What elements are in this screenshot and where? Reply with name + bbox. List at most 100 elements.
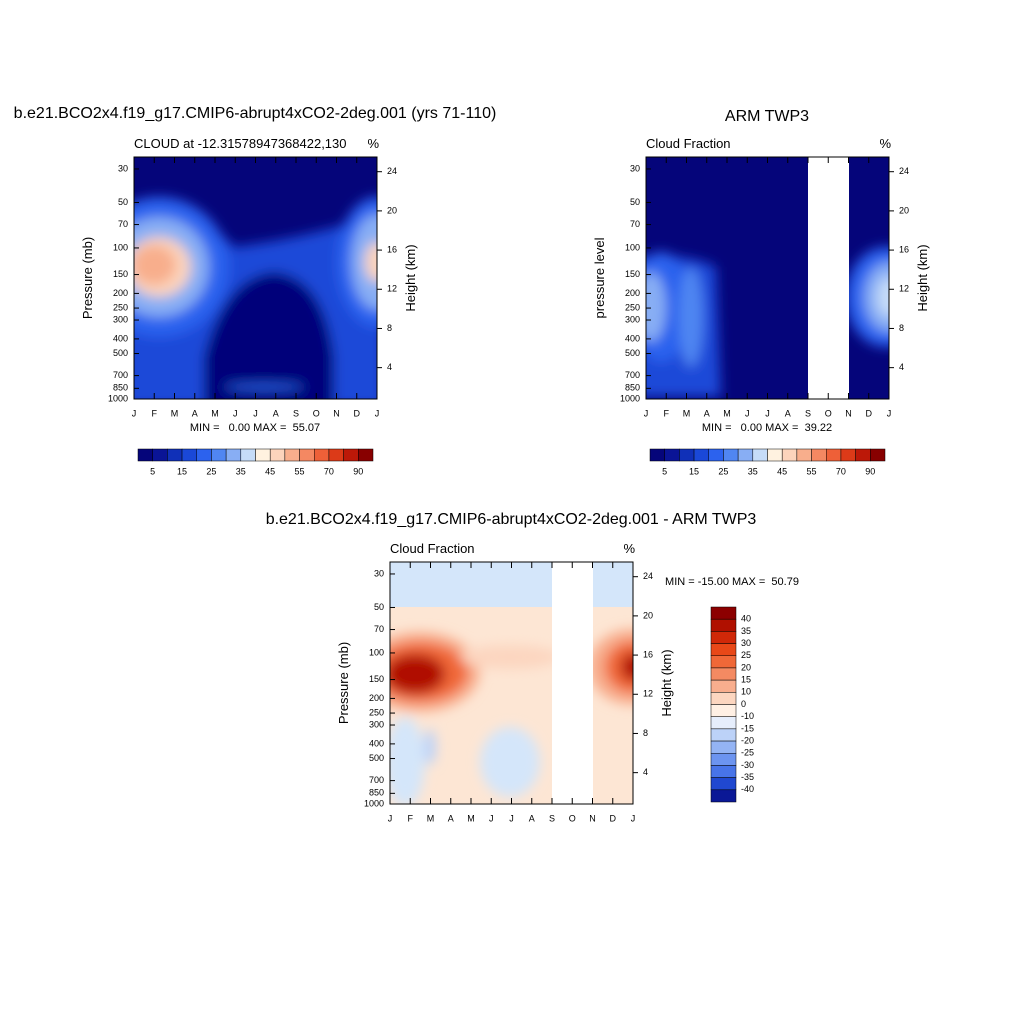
y2-axis-label: Height (km): [403, 244, 418, 311]
y-tick-label: 700: [625, 370, 640, 380]
colorbar-box: [855, 448, 871, 462]
y2-tick-label: 12: [899, 284, 909, 294]
y2-axis-label: Height (km): [659, 649, 674, 716]
colorbar-label: 5: [662, 466, 667, 476]
x-tick-label: O: [569, 813, 576, 823]
colorbar-label: 35: [741, 626, 751, 636]
x-tick-label: S: [549, 813, 555, 823]
contour-field: [646, 157, 889, 399]
x-tick-label: J: [253, 408, 258, 418]
colorbar-box: [328, 448, 344, 462]
y-tick-label: 70: [630, 219, 640, 229]
colorbar-box: [693, 448, 709, 462]
contour-field: [390, 562, 633, 804]
colorbar-box: [358, 448, 374, 462]
y2-tick-label: 4: [387, 362, 392, 372]
colorbar-box: [737, 448, 754, 462]
x-tick-label: J: [489, 813, 494, 823]
y-tick-label: 30: [118, 163, 128, 173]
colorbar-box: [196, 448, 212, 462]
colorbar-label: 10: [741, 687, 751, 697]
x-tick-label: A: [529, 813, 535, 823]
contour-field: [134, 157, 377, 399]
colorbar-label: 25: [718, 466, 728, 476]
y-tick-label: 250: [625, 302, 640, 312]
x-tick-label: F: [664, 408, 670, 418]
y-tick-label: 150: [625, 269, 640, 279]
y-tick-label: 250: [113, 302, 128, 312]
x-tick-label: N: [589, 813, 596, 823]
y-tick-label: 200: [625, 288, 640, 298]
colorbar-box: [710, 716, 737, 730]
y-tick-label: 400: [625, 333, 640, 343]
colorbar-box: [240, 448, 256, 462]
colorbar-label: 15: [741, 675, 751, 685]
y2-tick-label: 20: [643, 610, 653, 620]
colorbar-box: [710, 692, 737, 705]
colorbar-box: [710, 643, 737, 656]
colorbar-label: 55: [807, 466, 817, 476]
y-tick-label: 700: [113, 370, 128, 380]
y-tick-label: 300: [625, 314, 640, 324]
colorbar-box: [710, 631, 737, 644]
y-tick-label: 150: [369, 674, 384, 684]
y-tick-label: 500: [625, 348, 640, 358]
y-tick-label: 30: [630, 163, 640, 173]
x-tick-label: J: [887, 408, 892, 418]
x-tick-label: O: [313, 408, 320, 418]
y-tick-label: 250: [369, 707, 384, 717]
x-tick-label: A: [448, 813, 454, 823]
colorbar-label: -15: [741, 723, 754, 733]
y-tick-label: 100: [113, 242, 128, 252]
x-tick-label: S: [805, 408, 811, 418]
y2-tick-label: 20: [899, 205, 909, 215]
y2-tick-label: 16: [899, 244, 909, 254]
y-tick-label: 70: [118, 219, 128, 229]
x-tick-label: J: [509, 813, 514, 823]
colorbar-label: 40: [741, 614, 751, 624]
y-tick-label: 1000: [108, 393, 128, 403]
y-tick-label: 1000: [364, 798, 384, 808]
colorbar-label: 25: [206, 466, 216, 476]
y-tick-label: 1000: [620, 393, 640, 403]
x-tick-label: A: [704, 408, 710, 418]
y-axis-label: Pressure (mb): [80, 237, 95, 319]
y2-tick-label: 8: [899, 323, 904, 333]
colorbar-box: [343, 448, 359, 462]
colorbar-box: [796, 448, 812, 462]
colorbar-box: [811, 448, 827, 462]
x-tick-label: N: [333, 408, 340, 418]
colorbar-label: 90: [865, 466, 875, 476]
colorbar-box: [710, 728, 737, 742]
colorbar-label: 20: [741, 662, 751, 672]
y2-tick-label: 16: [387, 244, 397, 254]
colorbar-label: 70: [324, 466, 334, 476]
right-title: %: [623, 541, 635, 556]
colorbar-box: [679, 448, 695, 462]
x-tick-label: D: [354, 408, 361, 418]
colorbar-box: [870, 448, 886, 462]
colorbar-box: [181, 448, 197, 462]
colorbar-label: 45: [777, 466, 787, 476]
colorbar-label: -30: [741, 760, 754, 770]
colorbar-box: [710, 789, 737, 803]
colorbar-box: [840, 448, 856, 462]
y2-tick-label: 8: [387, 323, 392, 333]
y-tick-label: 50: [118, 197, 128, 207]
y-axis-label: pressure level: [592, 237, 607, 318]
colorbar-box: [767, 448, 783, 462]
colorbar-box: [152, 448, 168, 462]
panel-title: ARM TWP3: [725, 108, 809, 125]
colorbar-label: 15: [689, 466, 699, 476]
y-tick-label: 30: [374, 568, 384, 578]
colorbar-box: [710, 606, 737, 620]
x-tick-label: J: [631, 813, 636, 823]
x-tick-label: M: [723, 408, 731, 418]
left-title: CLOUD at -12.31578947368422,130: [134, 136, 347, 151]
colorbar-box: [710, 667, 737, 681]
colorbar-box: [826, 448, 842, 462]
y2-axis-label: Height (km): [915, 244, 930, 311]
y-tick-label: 700: [369, 775, 384, 785]
x-tick-label: F: [152, 408, 158, 418]
y-tick-label: 500: [113, 348, 128, 358]
